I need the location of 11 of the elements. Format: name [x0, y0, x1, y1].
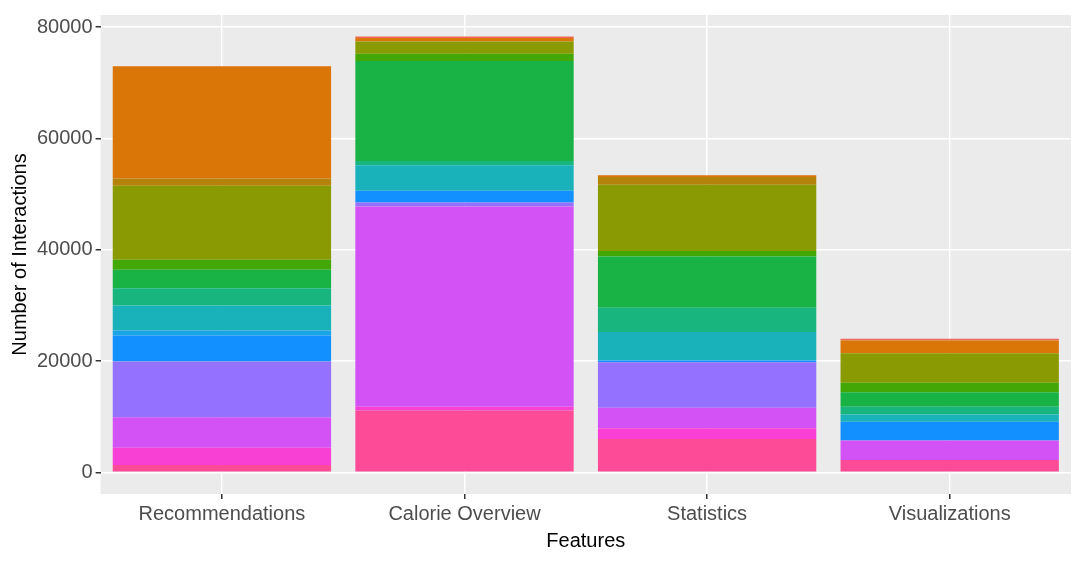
- x-axis-title: Features: [546, 528, 626, 551]
- y-tick-label: 40000: [36, 237, 93, 260]
- y-tick-label: 80000: [36, 14, 93, 37]
- y-tick-label: 0: [81, 459, 93, 482]
- x-tick-label: Calorie Overview: [388, 501, 542, 524]
- x-tick-label: Recommendations: [138, 501, 306, 524]
- y-axis-title: Number of Interactions: [7, 153, 30, 356]
- y-tick-label: 20000: [36, 348, 93, 371]
- y-tick-label: 60000: [36, 126, 93, 149]
- x-tick-label: Visualizations: [888, 501, 1011, 524]
- x-tick-label: Statistics: [667, 501, 748, 524]
